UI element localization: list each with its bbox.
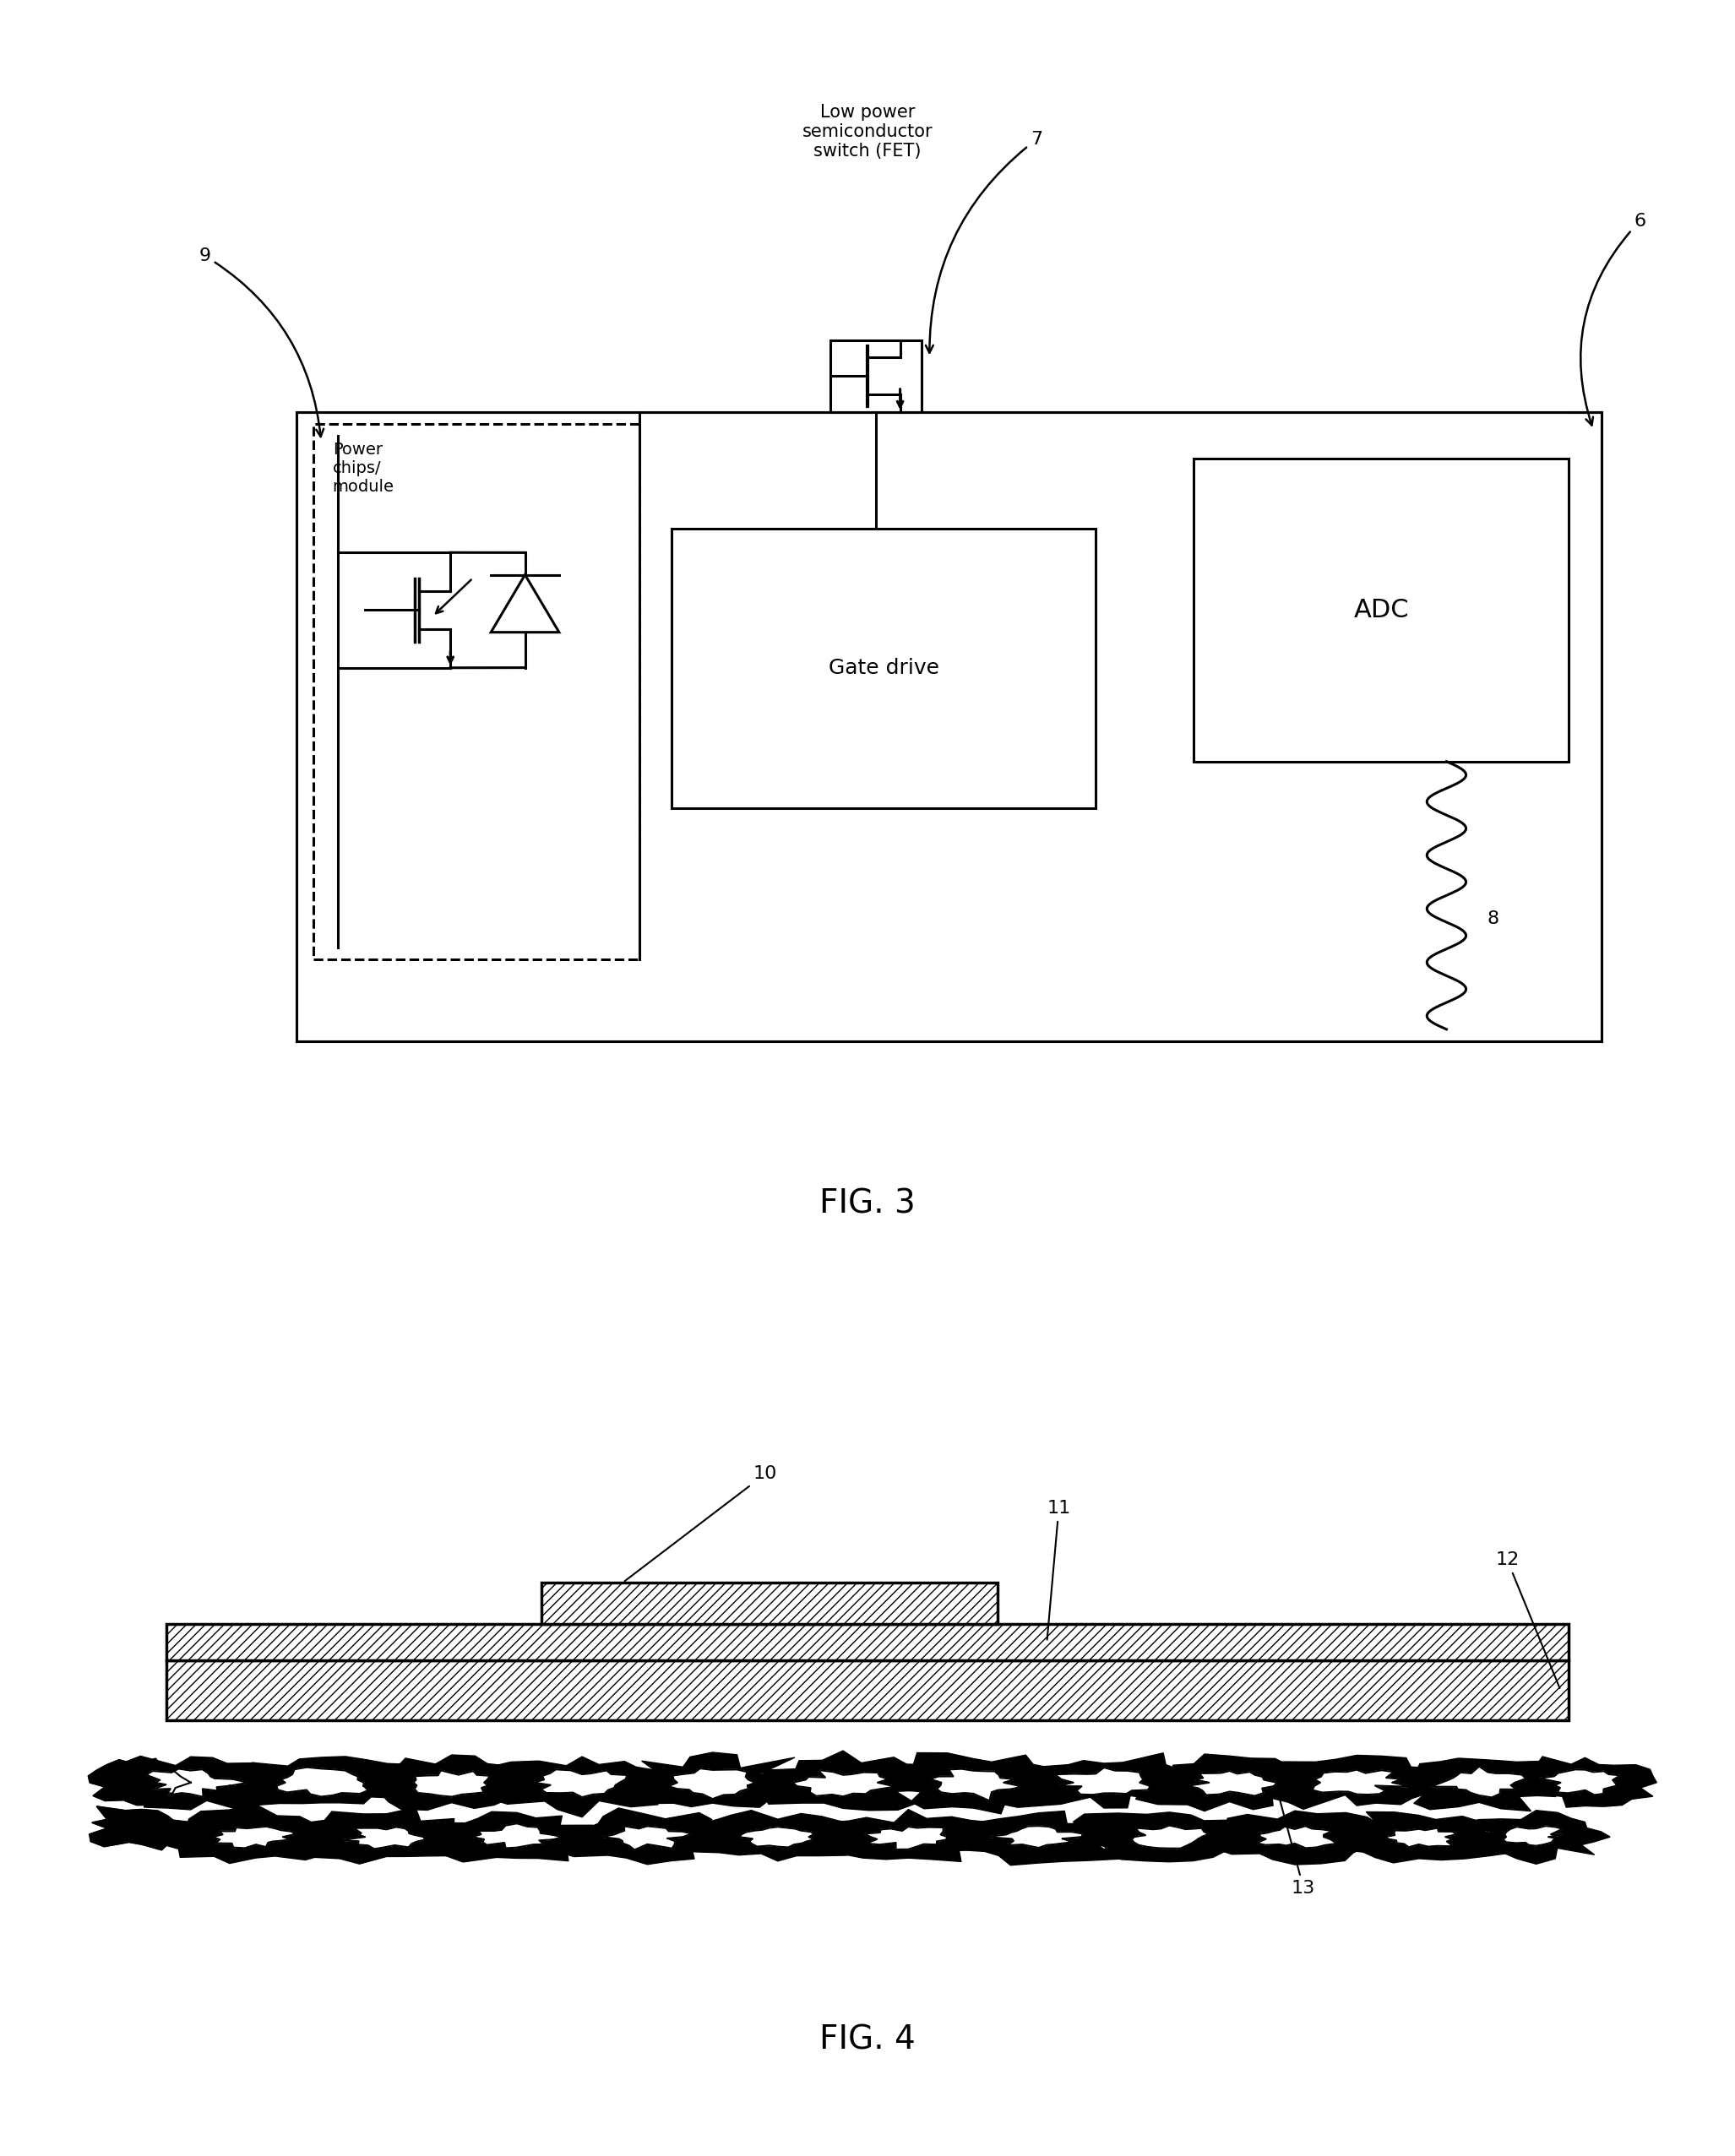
Polygon shape bbox=[340, 1826, 425, 1850]
Polygon shape bbox=[340, 1755, 571, 1811]
Polygon shape bbox=[1256, 1826, 1336, 1848]
Polygon shape bbox=[1383, 1759, 1577, 1811]
Polygon shape bbox=[1445, 1811, 1610, 1865]
Text: ADC: ADC bbox=[1353, 597, 1409, 623]
Polygon shape bbox=[1055, 1768, 1150, 1794]
Text: Low power
semiconductor
switch (FET): Low power semiconductor switch (FET) bbox=[802, 103, 933, 160]
Polygon shape bbox=[472, 1824, 562, 1848]
Polygon shape bbox=[930, 1811, 1142, 1865]
Text: FIG. 3: FIG. 3 bbox=[819, 1188, 916, 1220]
Polygon shape bbox=[300, 1807, 486, 1865]
Bar bbox=[541, 1583, 998, 1623]
Polygon shape bbox=[602, 1826, 692, 1850]
Polygon shape bbox=[750, 1751, 939, 1811]
Polygon shape bbox=[88, 1759, 191, 1805]
Polygon shape bbox=[878, 1753, 1069, 1813]
Text: 9: 9 bbox=[200, 248, 324, 438]
Polygon shape bbox=[90, 1807, 193, 1850]
Polygon shape bbox=[468, 1757, 678, 1818]
Polygon shape bbox=[1516, 1757, 1657, 1807]
Polygon shape bbox=[1324, 1811, 1525, 1863]
Polygon shape bbox=[1131, 1826, 1209, 1848]
Polygon shape bbox=[99, 1757, 302, 1811]
Polygon shape bbox=[819, 1809, 1020, 1861]
Text: 11: 11 bbox=[1046, 1501, 1070, 1641]
Polygon shape bbox=[1539, 1770, 1620, 1796]
Bar bbox=[297, 412, 1601, 1041]
Polygon shape bbox=[276, 1768, 368, 1796]
Bar bbox=[671, 528, 1097, 808]
Polygon shape bbox=[985, 1826, 1083, 1848]
Polygon shape bbox=[545, 1809, 737, 1865]
Bar bbox=[312, 425, 638, 959]
Polygon shape bbox=[215, 1757, 425, 1807]
Polygon shape bbox=[677, 1811, 880, 1861]
Bar bbox=[829, 341, 921, 412]
Polygon shape bbox=[864, 1826, 947, 1850]
Polygon shape bbox=[930, 1768, 1022, 1800]
Text: 13: 13 bbox=[1275, 1785, 1315, 1897]
Text: FIG. 4: FIG. 4 bbox=[819, 2024, 916, 2055]
Polygon shape bbox=[146, 1768, 248, 1796]
Polygon shape bbox=[739, 1826, 814, 1848]
Text: Gate drive: Gate drive bbox=[829, 658, 939, 679]
Polygon shape bbox=[1385, 1828, 1457, 1848]
Text: 7: 7 bbox=[926, 132, 1043, 354]
Bar bbox=[167, 1660, 1568, 1720]
Polygon shape bbox=[668, 1768, 755, 1798]
Polygon shape bbox=[413, 1770, 489, 1796]
Polygon shape bbox=[425, 1811, 611, 1863]
Polygon shape bbox=[1312, 1770, 1412, 1794]
Polygon shape bbox=[1133, 1755, 1320, 1811]
Bar bbox=[167, 1623, 1568, 1660]
Text: 8: 8 bbox=[1487, 910, 1499, 927]
Text: Power
chips/
module: Power chips/ module bbox=[333, 442, 394, 494]
Polygon shape bbox=[1430, 1766, 1525, 1798]
Polygon shape bbox=[1503, 1826, 1563, 1846]
Text: 6: 6 bbox=[1581, 213, 1647, 425]
Polygon shape bbox=[619, 1753, 814, 1807]
Polygon shape bbox=[213, 1826, 295, 1848]
Polygon shape bbox=[793, 1770, 895, 1796]
Bar bbox=[1194, 459, 1568, 761]
Text: 12: 12 bbox=[1496, 1552, 1560, 1688]
Polygon shape bbox=[987, 1753, 1201, 1809]
Polygon shape bbox=[139, 1805, 363, 1863]
Polygon shape bbox=[534, 1770, 626, 1798]
Text: 10: 10 bbox=[625, 1466, 777, 1580]
Polygon shape bbox=[1187, 1770, 1277, 1796]
Polygon shape bbox=[1211, 1811, 1388, 1865]
Polygon shape bbox=[1072, 1813, 1272, 1863]
Polygon shape bbox=[1249, 1755, 1454, 1809]
